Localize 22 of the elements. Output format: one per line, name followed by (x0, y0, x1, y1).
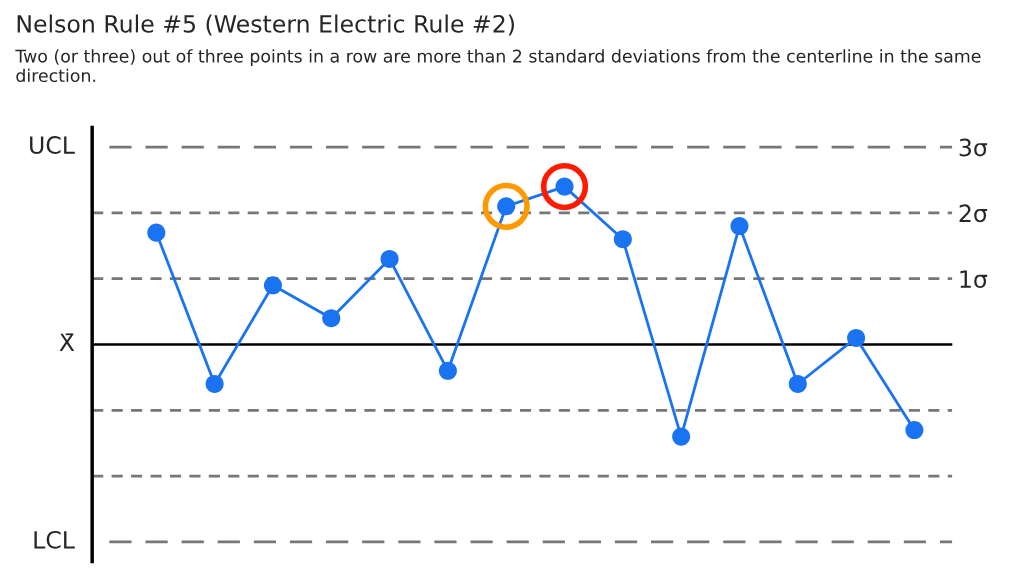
y-tick-label: 3σ (959, 138, 988, 157)
point (788, 374, 807, 394)
point (438, 361, 457, 380)
point (730, 217, 749, 236)
chart-subtitle: Two (or three) out of three points in a row are more than 2 standard deviations from the centerline in the same direction. (15, 49, 981, 83)
point (322, 309, 341, 328)
y-tick-label: 1σ (960, 270, 988, 289)
point (672, 427, 691, 446)
point (905, 421, 924, 440)
point (613, 230, 632, 249)
point (263, 276, 282, 295)
point (147, 223, 166, 242)
point (540, 162, 589, 211)
ref-line-label: UCL (30, 136, 75, 154)
point (205, 374, 224, 394)
ref-line-label: X̄ (59, 333, 75, 352)
ref-line-label: LCL (34, 530, 75, 549)
chart-title: Nelson Rule #5 (Western Electric Rule #2) (17, 14, 514, 36)
point (380, 249, 399, 268)
point (847, 328, 866, 347)
y-tick-label: 2σ (959, 204, 988, 223)
point (482, 182, 530, 230)
